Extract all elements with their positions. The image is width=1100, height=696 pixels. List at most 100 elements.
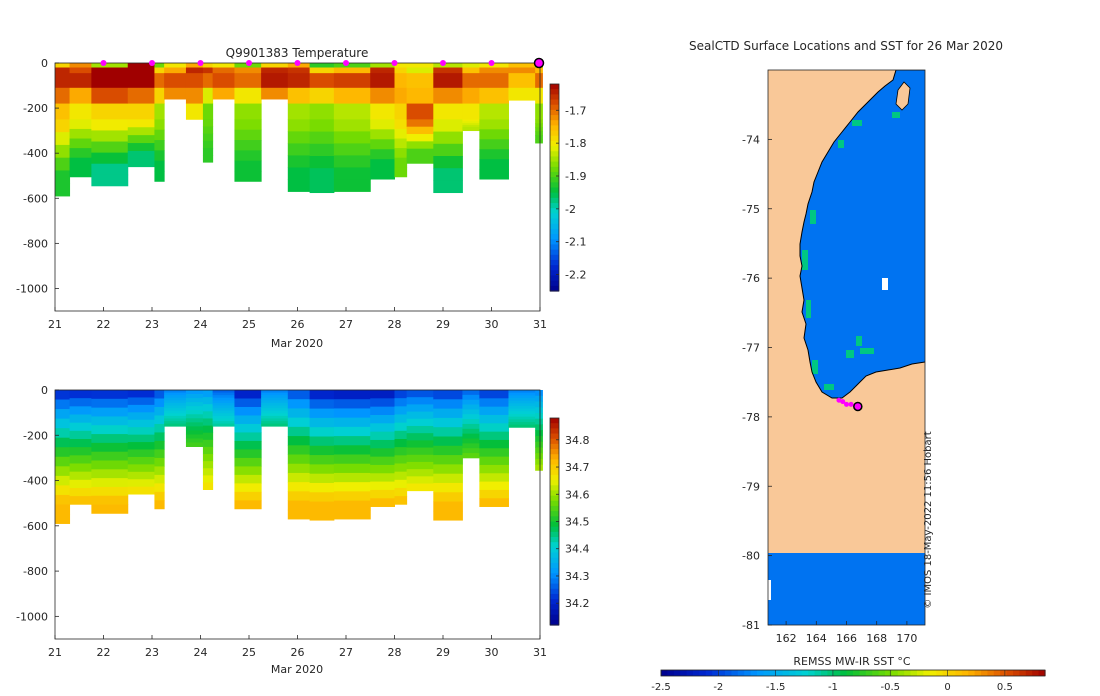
salinity-cell (212, 410, 235, 414)
salinity-cell (91, 407, 129, 417)
temperature-colorbar-swatch (550, 259, 559, 266)
salinity-cell (479, 481, 509, 491)
sst-colorbar-swatch (782, 670, 790, 676)
salinity-cell (154, 449, 165, 459)
sst-colorbar-swatch (872, 670, 880, 676)
temperature-cell (370, 169, 395, 180)
salinity-cell (69, 422, 92, 432)
salinity-cell (287, 482, 311, 492)
salinity-colorbar-swatch (550, 537, 559, 543)
salinity-cell (333, 454, 371, 465)
salinity-cell (91, 469, 129, 479)
salinity-cell (154, 398, 165, 408)
salinity-cell (370, 406, 395, 416)
salinity-cell (433, 464, 463, 475)
salinity-colorbar-swatch (550, 557, 559, 564)
temperature-cell (287, 119, 311, 132)
salinity-cell (433, 417, 463, 428)
salinity-cell (479, 439, 509, 449)
sst-fringe-pixel (802, 250, 808, 270)
temperature-cell (287, 67, 311, 74)
salinity-cell (508, 422, 536, 426)
map-lat-tick-label: -74 (742, 133, 760, 146)
salinity-cell (333, 408, 371, 419)
salinity-cell (479, 448, 509, 458)
salinity-cell (433, 482, 463, 493)
salinity-cell (202, 425, 214, 434)
sst-colorbar-swatch (974, 670, 982, 676)
map-lat-tick-label: -78 (742, 411, 760, 424)
temperature-colorbar-swatch (550, 161, 559, 168)
salinity-cell (370, 448, 395, 458)
temperature-cell (406, 141, 434, 150)
sst-fringe-pixel (824, 384, 834, 390)
salinity-cell (394, 422, 408, 432)
temperature-x-ticks: 21 22 23 24 25 26 27 28 29 30 31 (48, 307, 547, 331)
salinity-cell (394, 487, 408, 497)
salinity-colorbar-swatch (550, 568, 559, 574)
temperature-cell (127, 150, 155, 160)
salinity-cell (164, 400, 187, 404)
salinity-cell (406, 418, 434, 427)
temperature-cell (55, 157, 71, 171)
sst-colorbar-swatch (712, 670, 720, 676)
salinity-cell (535, 447, 543, 454)
salinity-cell (202, 446, 214, 455)
salinity-cell (154, 474, 165, 484)
salinity-cell (535, 401, 543, 408)
salinity-cell (333, 509, 371, 520)
salinity-cell (394, 390, 408, 399)
temperature-cell (91, 87, 129, 104)
salinity-cell (287, 472, 311, 483)
temperature-cell (212, 67, 235, 74)
salinity-cell (394, 398, 408, 407)
temperature-cell (394, 103, 408, 120)
salinity-colorbar-swatch (550, 433, 559, 440)
salinity-colorbar-swatch (550, 490, 559, 497)
map-lat-tick-label: -79 (742, 480, 760, 493)
salinity-cell (69, 487, 92, 497)
temperature-colorbar-swatch (550, 228, 559, 235)
seal-position-marker (836, 397, 842, 403)
salinity-cell (462, 428, 480, 435)
salinity-cell (433, 436, 463, 447)
temperature-cell (433, 67, 463, 74)
salinity-cell (462, 419, 480, 425)
salinity-cell (164, 410, 187, 414)
salinity-colorbar-swatch (550, 443, 559, 450)
salinity-cell (508, 398, 536, 402)
temperature-cell (91, 130, 129, 142)
salinity-cell (406, 476, 434, 484)
temperature-cell (202, 63, 214, 68)
salinity-cell (462, 399, 480, 405)
sst-colorbar-swatch (705, 670, 713, 676)
salinity-cell (508, 403, 536, 407)
salinity-colorbar-tick-label: 34.3 (565, 570, 590, 583)
salinity-x-tick-label: 26 (291, 646, 305, 659)
salinity-cell (202, 475, 214, 483)
temperature-colorbar-swatch (550, 213, 559, 220)
temperature-cell (202, 147, 214, 156)
salinity-cell (406, 461, 434, 470)
salinity-cell (462, 443, 480, 449)
temperature-cell (309, 103, 335, 120)
salinity-cell (127, 486, 155, 495)
salinity-colorbar-swatch (550, 593, 559, 600)
salinity-cell (433, 399, 463, 409)
sst-fringe-pixel (860, 348, 874, 354)
salinity-cell (234, 423, 262, 433)
temperature-cell (287, 103, 311, 120)
temperature-cell (433, 63, 463, 68)
salinity-cell (212, 397, 235, 401)
temperature-cell (261, 87, 289, 100)
temperature-colorbar-swatch (550, 166, 559, 173)
salinity-cell (479, 406, 509, 416)
salinity-cell (535, 453, 543, 460)
seal-position-marker (840, 399, 846, 405)
sst-colorbar-tick-label: -1.5 (766, 682, 786, 693)
salinity-cell (287, 426, 311, 437)
salinity-colorbar-swatch (550, 588, 559, 595)
salinity-cell (479, 489, 509, 499)
temperature-cell (535, 103, 543, 120)
salinity-cell (479, 431, 509, 441)
